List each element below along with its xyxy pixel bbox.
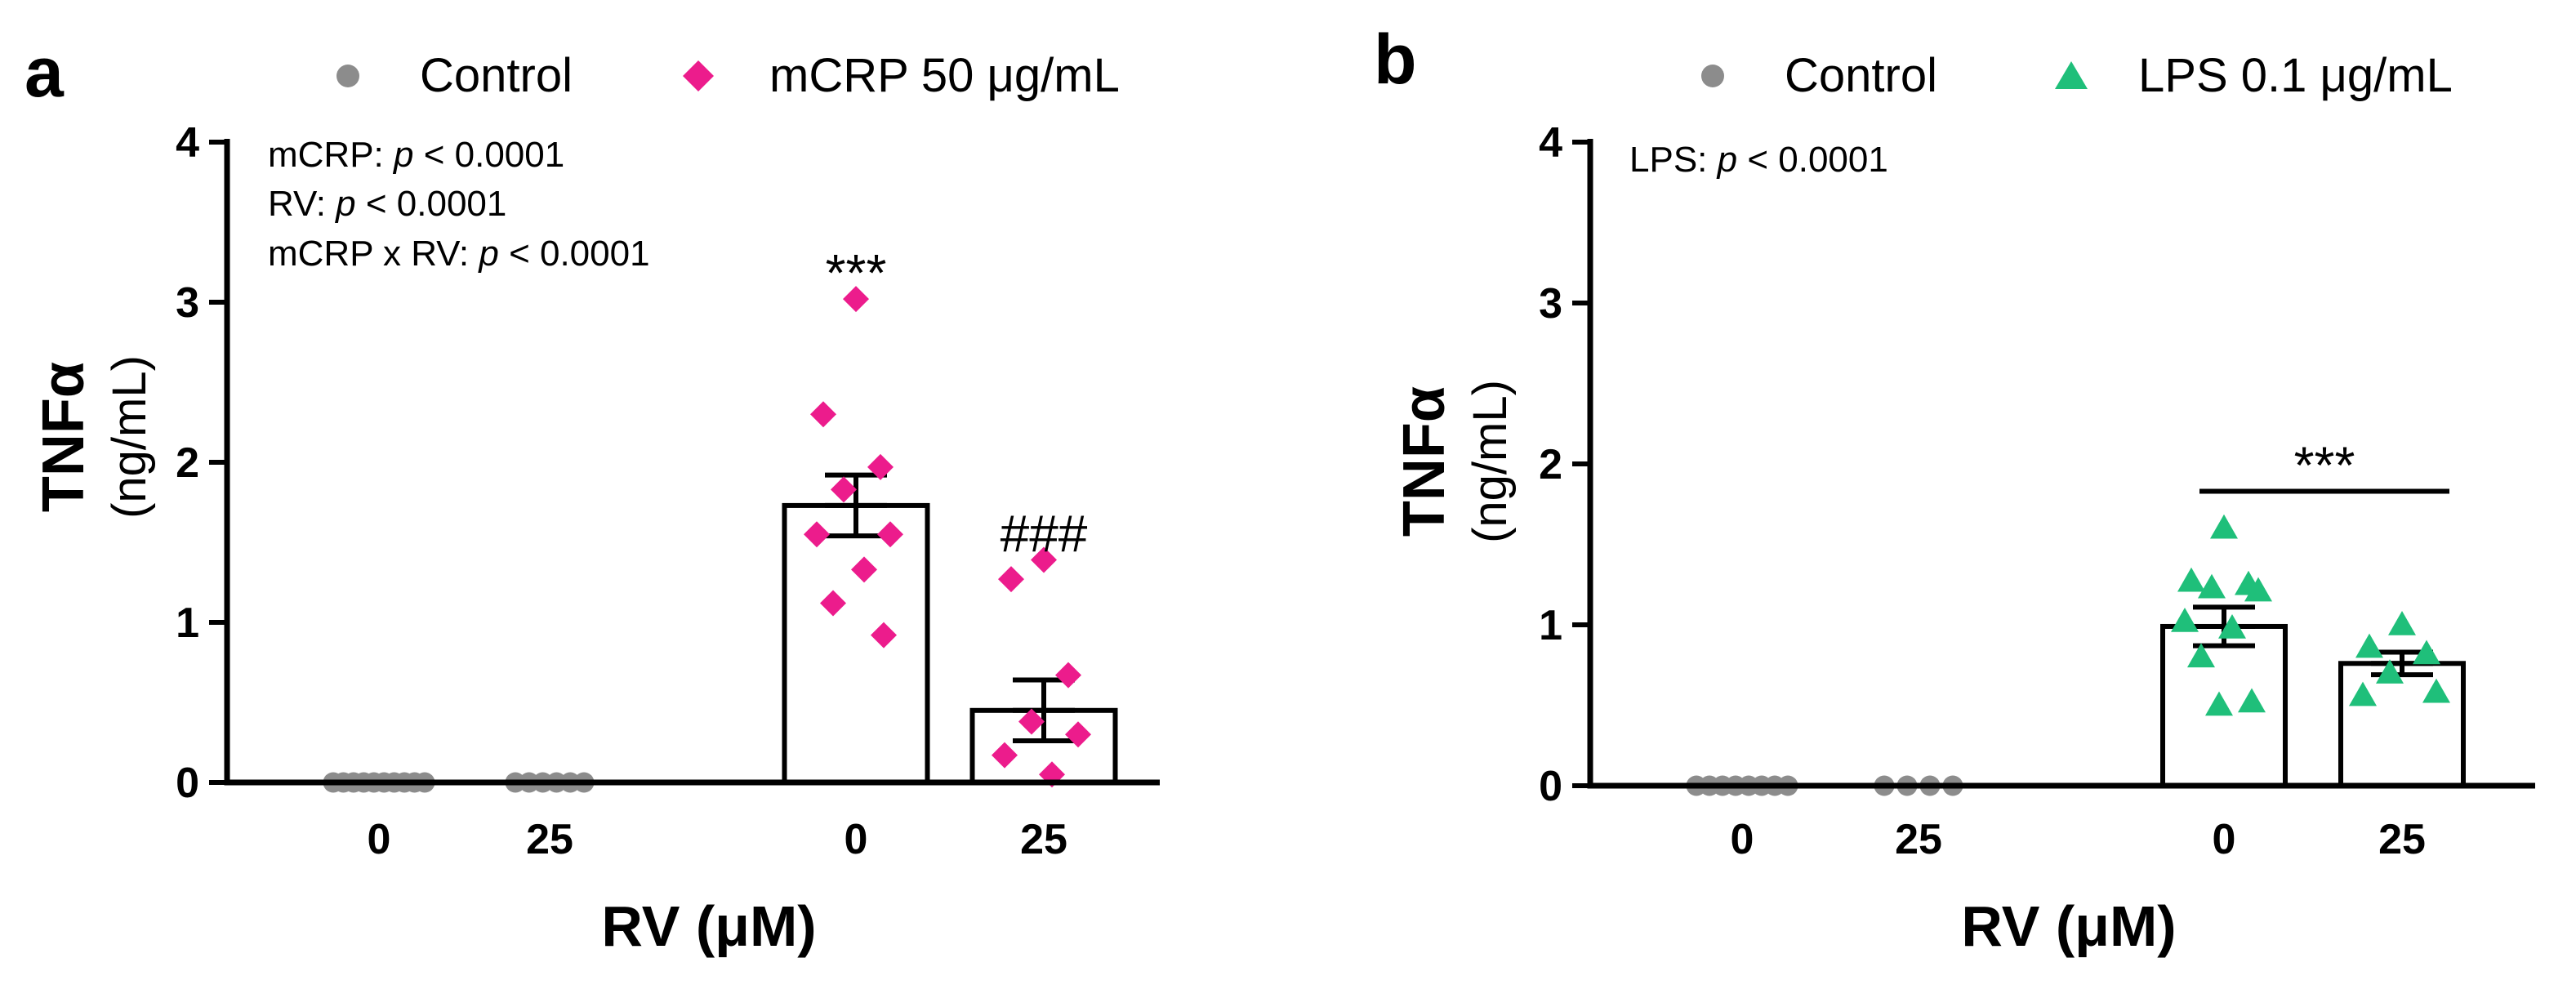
data-point — [843, 286, 869, 313]
y-tick-label: 1 — [1539, 602, 1562, 649]
axes-a — [224, 139, 1160, 786]
significance-label: ### — [1001, 505, 1088, 564]
x-tick-label: 25 — [1020, 816, 1067, 863]
data-point — [804, 521, 830, 548]
bar — [782, 502, 930, 785]
data-point — [831, 476, 857, 503]
data-point — [2198, 573, 2226, 599]
data-point — [2355, 633, 2383, 658]
legend-label-control-b: Control — [1785, 49, 1937, 102]
xlabel-b: RV (μM) — [1961, 894, 2176, 958]
data-point — [2218, 613, 2246, 639]
data-point — [1031, 546, 1057, 573]
significance-label: *** — [826, 243, 887, 302]
ylabel-b: TNFα — [1392, 386, 1457, 537]
y-tick-label: 4 — [176, 119, 199, 167]
panel-label-a: a — [25, 33, 65, 112]
stat-line-b-0: LPS: p < 0.0001 — [1629, 140, 1888, 180]
significance-b: *** — [2199, 435, 2449, 494]
points-b — [1686, 514, 2450, 796]
x-tick-label: 0 — [1731, 816, 1754, 863]
stats-annotation-a: mCRP: p < 0.0001 RV: p < 0.0001 mCRP x R… — [268, 135, 650, 274]
y-tick-label: 3 — [176, 279, 199, 327]
panel-b: b Control LPS 0.1 μg/mL LPS: p < 0.0001 … — [1374, 20, 2535, 958]
panel-label-b: b — [1374, 20, 1417, 99]
y-tick-label: 0 — [176, 760, 199, 807]
x-ticks-a: 0 25 0 25 — [368, 816, 1067, 863]
data-point — [2238, 688, 2266, 713]
y-tick-label: 4 — [1539, 119, 1562, 167]
data-point — [877, 521, 903, 548]
data-point — [820, 590, 846, 617]
legend-label-lps-b: LPS 0.1 μg/mL — [2138, 49, 2453, 102]
data-point — [2187, 643, 2215, 668]
data-point — [851, 556, 877, 583]
legend-a: Control mCRP 50 μg/mL — [336, 49, 1120, 102]
ylabel-unit-a: (ng/mL) — [103, 355, 156, 519]
legend-marker-lps-b — [2055, 61, 2088, 89]
panel-a: a Control mCRP 50 μg/mL mCRP: p < 0.0001… — [25, 33, 1160, 958]
legend-label-control-a: Control — [420, 49, 573, 102]
legend-label-mcrp-a: mCRP 50 μg/mL — [769, 49, 1120, 102]
x-ticks-b: 0 25 0 25 — [1731, 816, 2426, 863]
x-tick-label: 0 — [2213, 816, 2236, 863]
significance-bracket-label: *** — [2294, 435, 2355, 494]
stat-line-a-0: mCRP: p < 0.0001 — [268, 135, 564, 175]
x-tick-label: 25 — [1895, 816, 1942, 863]
y-ticks-b: 0 1 2 3 4 — [1539, 119, 1590, 810]
y-tick-label: 2 — [1539, 441, 1562, 488]
data-point — [2388, 611, 2416, 635]
error-bar — [2371, 649, 2433, 678]
y-ticks-a: 0 1 2 3 4 — [176, 119, 227, 807]
stat-line-a-2: mCRP x RV: p < 0.0001 — [268, 234, 650, 274]
y-tick-label: 2 — [176, 439, 199, 487]
legend-b: Control LPS 0.1 μg/mL — [1701, 49, 2453, 102]
data-point — [2349, 681, 2377, 706]
data-point — [998, 566, 1024, 593]
data-point — [2413, 640, 2440, 665]
data-point — [2376, 659, 2404, 684]
y-tick-label: 3 — [1539, 280, 1562, 328]
error-bar — [825, 472, 887, 539]
error-bar — [2193, 604, 2255, 648]
data-point — [810, 401, 836, 428]
data-point — [2177, 567, 2205, 592]
points-a — [323, 286, 1091, 793]
data-point — [1065, 721, 1091, 748]
stats-annotation-b: LPS: p < 0.0001 — [1629, 140, 1888, 180]
bars-b — [2160, 604, 2466, 789]
data-point — [2205, 691, 2233, 716]
y-tick-label: 0 — [1539, 763, 1562, 810]
bar — [2338, 661, 2466, 789]
x-tick-label: 25 — [2378, 816, 2426, 863]
legend-marker-control-a — [336, 65, 359, 87]
y-tick-label: 1 — [176, 599, 199, 647]
data-point — [2422, 678, 2450, 703]
x-tick-label: 0 — [845, 816, 868, 863]
data-point — [2244, 577, 2272, 602]
significance-a: *** ### — [826, 243, 1088, 563]
data-point — [1055, 662, 1081, 689]
data-point — [992, 742, 1018, 769]
legend-marker-control-b — [1701, 65, 1724, 87]
y-axis-label-b: TNFα (ng/mL) — [1392, 380, 1517, 543]
x-tick-label: 0 — [368, 816, 391, 863]
legend-marker-mcrp-a — [683, 60, 714, 91]
data-point — [1018, 708, 1045, 735]
data-point — [2171, 608, 2199, 632]
y-axis-label-a: TNFα (ng/mL) — [31, 355, 156, 519]
xlabel-a: RV (μM) — [601, 894, 816, 958]
ylabel-a: TNFα — [31, 362, 96, 512]
error-bar — [1013, 677, 1075, 744]
data-point — [2210, 514, 2238, 539]
stat-line-a-1: RV: p < 0.0001 — [268, 184, 506, 224]
data-point — [871, 622, 897, 648]
axes-b — [1587, 139, 2535, 789]
data-point — [867, 453, 894, 480]
x-tick-label: 25 — [526, 816, 573, 863]
ylabel-unit-b: (ng/mL) — [1464, 380, 1517, 543]
